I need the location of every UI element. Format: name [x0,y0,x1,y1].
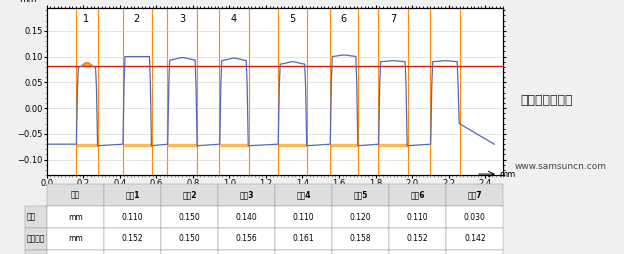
Bar [168,144,197,146]
Text: 5: 5 [290,14,296,24]
Bar [331,144,358,146]
Text: 2: 2 [133,14,139,24]
Text: 1: 1 [83,14,89,24]
Text: 7: 7 [390,14,396,24]
Bar [124,144,151,146]
Text: www.samsuncn.com: www.samsuncn.com [514,162,607,171]
Text: mm: mm [500,170,516,179]
Text: 三瑕森光电科技: 三瑕森光电科技 [520,94,572,107]
Bar [220,144,248,146]
Text: mm: mm [19,0,37,4]
Bar [279,144,306,146]
Text: 6: 6 [341,14,347,24]
Bar [379,144,407,146]
Text: 4: 4 [231,14,237,24]
Text: 3: 3 [180,14,186,24]
Bar [77,144,97,146]
